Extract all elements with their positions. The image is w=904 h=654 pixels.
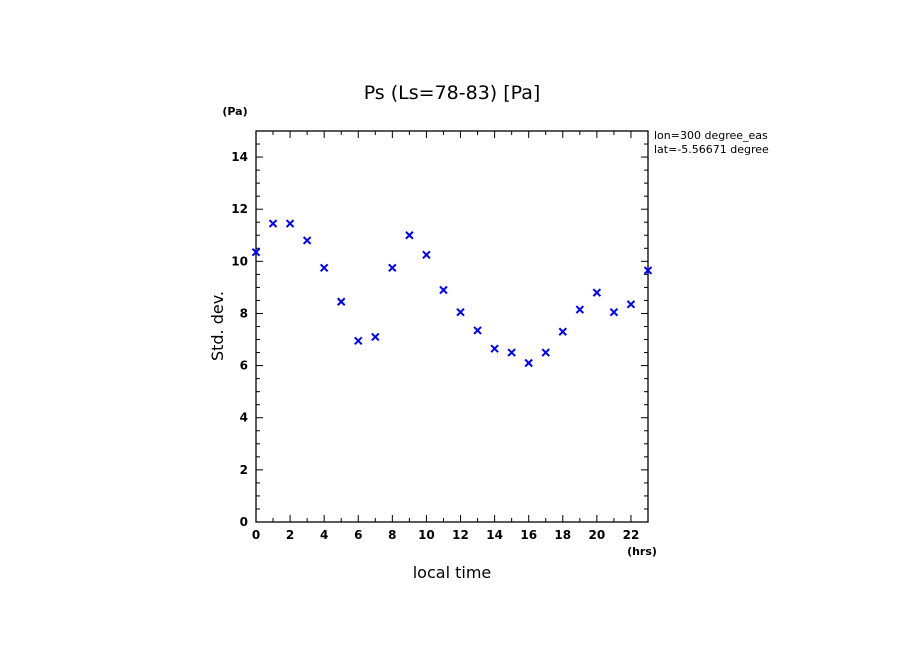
annotation-lon: lon=300 degree_eas xyxy=(654,129,768,142)
data-point xyxy=(302,236,312,245)
data-point-stroke xyxy=(490,344,499,353)
data-point-stroke xyxy=(337,297,346,306)
data-point xyxy=(524,358,533,368)
x-tick-label: 4 xyxy=(320,528,328,542)
x-tick-label: 2 xyxy=(286,528,294,542)
data-point xyxy=(405,231,414,240)
x-tick-label: 6 xyxy=(354,528,362,542)
data-point-stroke xyxy=(609,307,619,317)
data-point xyxy=(609,307,619,317)
data-point xyxy=(592,288,602,297)
x-tick-label: 18 xyxy=(554,528,571,542)
data-point-stroke xyxy=(643,266,653,275)
y-tick-label: 0 xyxy=(240,515,248,529)
data-point xyxy=(371,332,380,342)
data-point xyxy=(456,307,465,317)
data-point-stroke xyxy=(268,219,278,228)
data-point xyxy=(251,248,261,257)
data-point xyxy=(490,344,499,353)
data-point-stroke xyxy=(439,285,448,295)
data-point-stroke xyxy=(507,348,516,357)
y-tick-label: 4 xyxy=(240,411,248,425)
data-point xyxy=(643,266,653,275)
plot-frame xyxy=(255,130,649,523)
y-axis-label: Std. dev. xyxy=(208,291,227,361)
x-tick-label: 0 xyxy=(252,528,260,542)
annotation-lat: lat=-5.56671 degree xyxy=(654,143,769,156)
y-tick-label: 10 xyxy=(231,254,248,268)
marker-layer xyxy=(251,219,653,368)
data-point xyxy=(422,250,431,260)
chart-title: Ps (Ls=78-83) [Pa] xyxy=(364,82,541,104)
data-point-stroke xyxy=(456,307,465,317)
x-tick-label: 8 xyxy=(388,528,396,542)
y-tick-label: 6 xyxy=(240,359,248,373)
data-point xyxy=(337,297,346,306)
data-point-stroke xyxy=(388,263,397,273)
data-point-stroke xyxy=(524,358,533,368)
x-unit-label: (hrs) xyxy=(627,545,657,558)
data-point xyxy=(439,285,448,295)
data-point-stroke xyxy=(302,236,312,245)
data-point-stroke xyxy=(251,248,261,257)
data-point-stroke xyxy=(575,305,585,314)
data-point xyxy=(473,326,482,335)
x-axis-label: local time xyxy=(413,563,492,582)
data-point xyxy=(268,219,278,228)
data-point xyxy=(575,305,585,314)
data-point-stroke xyxy=(285,219,295,228)
y-unit-label: (Pa) xyxy=(222,105,247,118)
data-point xyxy=(626,300,636,309)
x-tick-label: 22 xyxy=(623,528,640,542)
x-tick-label: 14 xyxy=(486,528,503,542)
data-point-stroke xyxy=(319,263,329,273)
data-point xyxy=(285,219,295,228)
x-tick-label: 20 xyxy=(589,528,606,542)
tick-layer: 0 2 4 6 8 10 12 14 16 18 20 22 0 2 4 6 8 10 12 14 xyxy=(231,130,649,542)
y-tick-label: 2 xyxy=(240,463,248,477)
data-point-stroke xyxy=(354,336,363,346)
data-point-stroke xyxy=(422,250,431,260)
data-point-stroke xyxy=(541,348,550,357)
data-point xyxy=(507,348,516,357)
data-point-stroke xyxy=(626,300,636,309)
data-point-stroke xyxy=(371,332,380,342)
data-point-stroke xyxy=(592,288,602,297)
data-point xyxy=(319,263,329,273)
data-point-stroke xyxy=(473,326,482,335)
y-tick-label: 12 xyxy=(231,202,248,216)
x-tick-label: 16 xyxy=(520,528,537,542)
data-point-stroke xyxy=(405,231,414,240)
data-point xyxy=(388,263,397,273)
x-tick-label: 10 xyxy=(418,528,435,542)
data-point xyxy=(541,348,550,357)
data-point-stroke xyxy=(558,327,567,336)
y-tick-label: 8 xyxy=(240,306,248,320)
x-tick-label: 12 xyxy=(452,528,469,542)
data-point xyxy=(558,327,567,336)
data-point xyxy=(354,336,363,346)
y-tick-label: 14 xyxy=(231,150,248,164)
